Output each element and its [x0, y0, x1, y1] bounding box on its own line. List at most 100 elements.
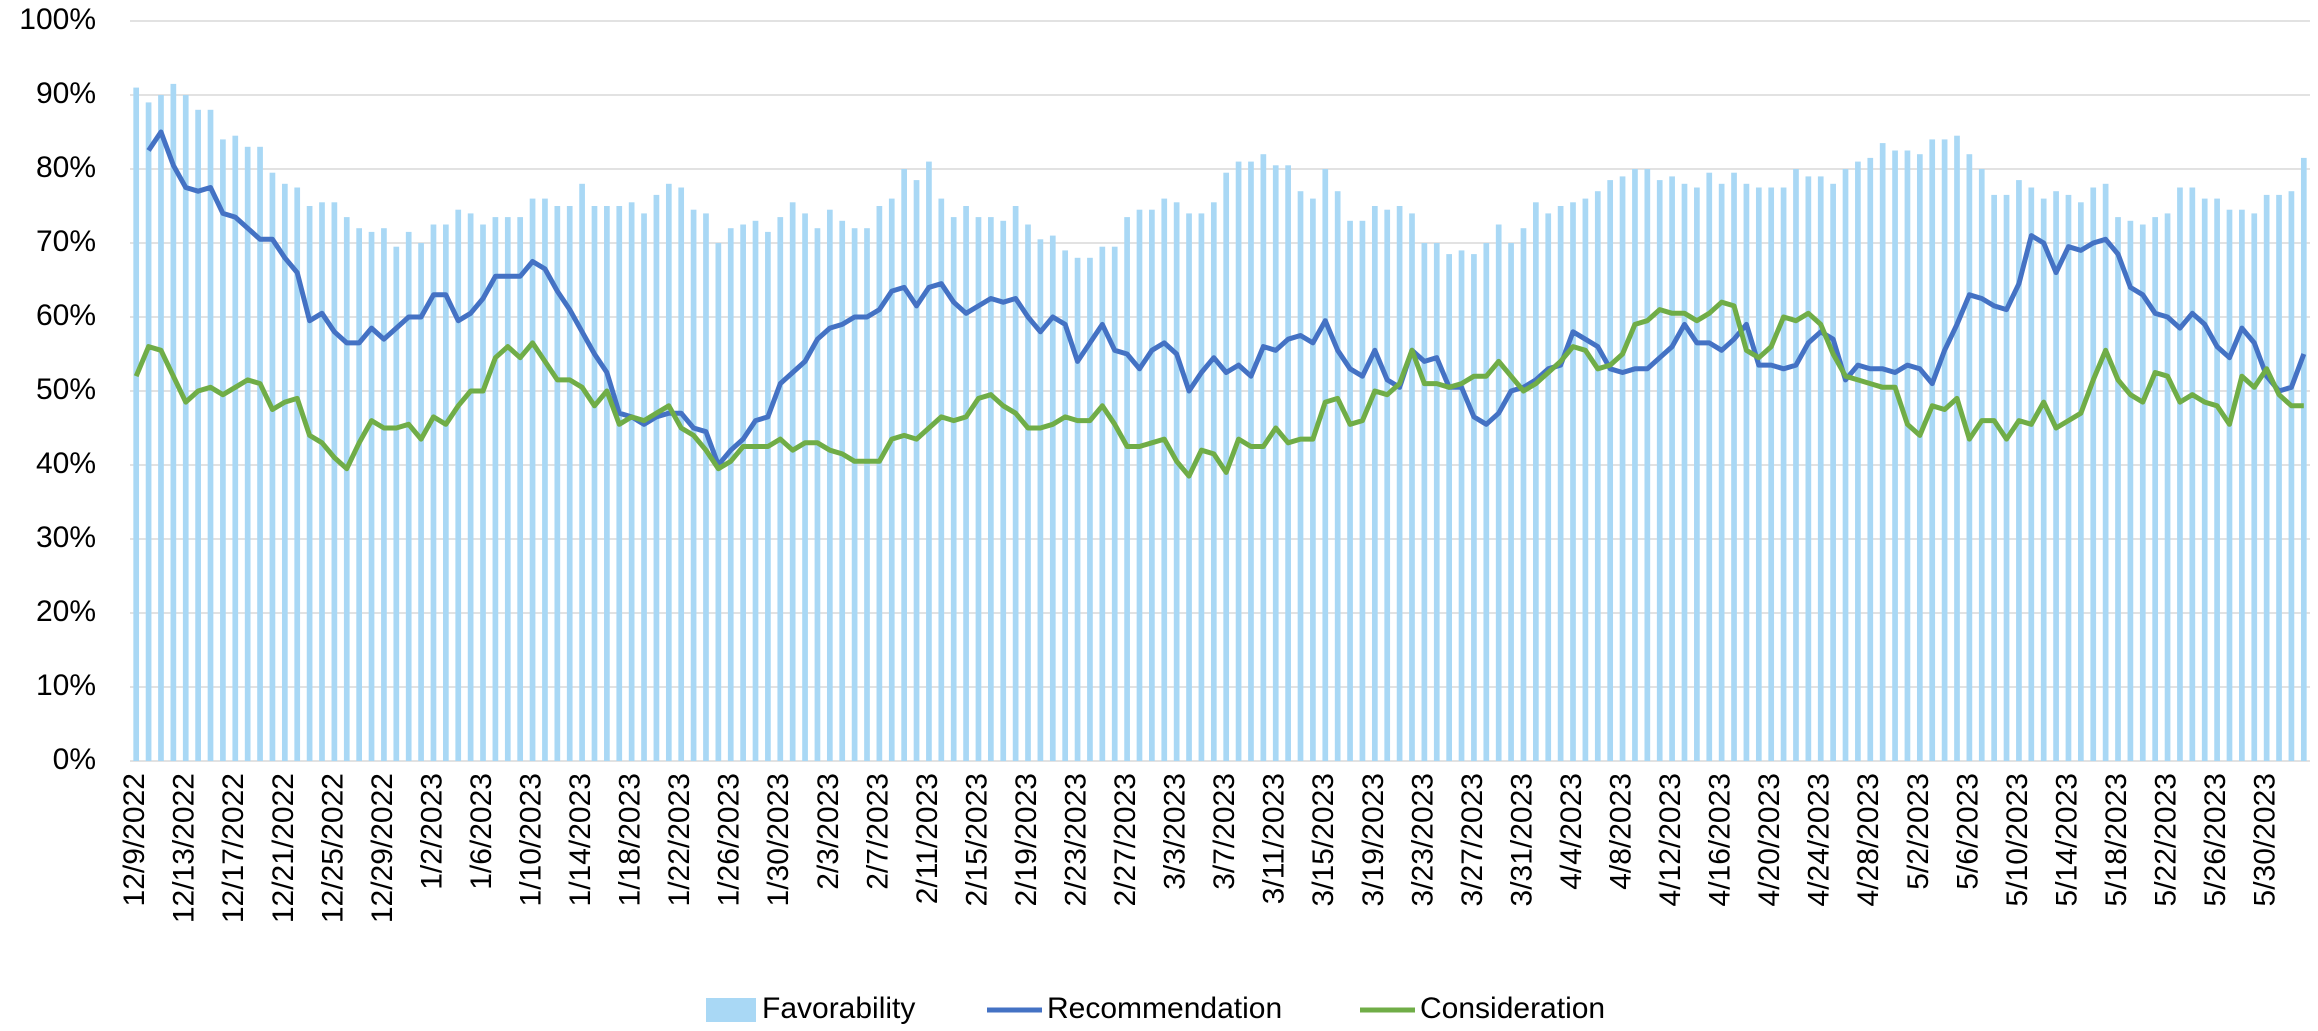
- bar: [975, 217, 982, 762]
- bar: [765, 231, 771, 761]
- bar: [1210, 202, 1217, 762]
- bar: [2288, 191, 2295, 761]
- bar: [1669, 176, 1675, 761]
- x-tick-label: 1/30/2023: [762, 773, 795, 906]
- y-tick-label: 50%: [36, 373, 96, 406]
- bar: [2065, 194, 2072, 761]
- x-tick-label: 1/6/2023: [465, 773, 498, 890]
- bar: [182, 95, 189, 761]
- bar: [653, 194, 660, 761]
- y-tick-label: 100%: [19, 3, 96, 36]
- bar: [641, 213, 647, 761]
- bar: [381, 228, 387, 761]
- bar: [2251, 213, 2258, 761]
- bar: [1706, 172, 1713, 761]
- x-tick-label: 2/23/2023: [1059, 773, 1092, 906]
- bar: [554, 206, 561, 761]
- bar: [566, 206, 573, 761]
- bar: [1272, 165, 1279, 762]
- bar: [1384, 209, 1391, 761]
- x-tick-label: 4/4/2023: [1555, 773, 1588, 890]
- bar: [1198, 213, 1205, 761]
- bar: [1458, 250, 1465, 761]
- x-tick-label: 3/7/2023: [1208, 773, 1241, 890]
- x-tick-label: 4/24/2023: [1803, 773, 1836, 906]
- bar: [133, 87, 140, 762]
- bar: [430, 224, 437, 761]
- x-tick-label: 3/27/2023: [1456, 773, 1489, 906]
- bar: [1334, 191, 1341, 761]
- x-tick-label: 1/18/2023: [614, 773, 647, 906]
- bar: [1062, 250, 1069, 761]
- x-tick-label: 3/3/2023: [1159, 773, 1192, 890]
- line-series: [146, 129, 2307, 468]
- bar: [1471, 254, 1477, 761]
- bar: [281, 183, 288, 762]
- bar: [839, 220, 846, 762]
- x-tick-label: 3/23/2023: [1406, 773, 1439, 906]
- x-tick-label: 12/13/2022: [168, 773, 201, 923]
- bar: [665, 183, 672, 762]
- bar: [1892, 150, 1898, 761]
- x-tick-label: 1/26/2023: [713, 773, 746, 906]
- bar: [950, 217, 957, 762]
- y-tick-label: 60%: [36, 299, 96, 332]
- bar: [1991, 194, 1997, 761]
- bar: [1855, 161, 1861, 762]
- x-tick-label: 4/16/2023: [1704, 773, 1737, 906]
- x-tick-label: 2/27/2023: [1109, 773, 1142, 906]
- bar: [1966, 154, 1973, 761]
- y-tick-label: 10%: [36, 669, 96, 702]
- bar: [1087, 257, 1093, 761]
- x-tick-label: 5/22/2023: [2149, 773, 2182, 906]
- bar: [851, 228, 858, 761]
- bar: [1508, 243, 1514, 761]
- bar: [2214, 198, 2220, 762]
- bar: [2239, 209, 2245, 761]
- bar: [604, 206, 610, 761]
- bar: [1582, 198, 1589, 762]
- bar: [1718, 183, 1725, 762]
- bar: [145, 102, 152, 761]
- bar: [1310, 198, 1316, 762]
- x-tick-label: 3/15/2023: [1307, 773, 1340, 906]
- bar: [703, 213, 709, 761]
- legend-label: Recommendation: [1047, 992, 1282, 1025]
- bar: [1149, 209, 1155, 761]
- bar: [740, 224, 746, 761]
- bar: [269, 172, 276, 761]
- bar: [678, 187, 685, 761]
- bar: [876, 206, 883, 761]
- legend-label: Consideration: [1420, 992, 1605, 1025]
- bar: [1322, 169, 1329, 761]
- bar: [1421, 243, 1428, 761]
- bar: [963, 206, 969, 761]
- bar: [504, 217, 511, 762]
- bar: [1136, 209, 1143, 761]
- bar: [777, 217, 784, 762]
- bar: [1557, 206, 1564, 761]
- bar: [1533, 202, 1539, 762]
- bar: [2016, 180, 2022, 762]
- x-tick-label: 12/29/2022: [366, 773, 399, 923]
- bar: [2078, 202, 2084, 762]
- y-tick-label: 0%: [53, 743, 96, 776]
- bar: [888, 198, 895, 762]
- bar: [1830, 183, 1836, 762]
- y-tick-label: 90%: [36, 77, 96, 110]
- x-tick-label: 3/31/2023: [1505, 773, 1538, 906]
- bar: [1879, 143, 1886, 762]
- x-tick-label: 5/26/2023: [2199, 773, 2232, 906]
- bar: [1248, 161, 1254, 762]
- bar: [232, 135, 239, 761]
- bar: [1049, 235, 1056, 762]
- bar: [418, 243, 424, 761]
- bar: [467, 213, 474, 761]
- bar: [628, 202, 635, 762]
- x-tick-label: 12/9/2022: [118, 773, 151, 906]
- bar: [244, 146, 251, 762]
- bar: [1632, 169, 1638, 761]
- bar: [1359, 220, 1366, 762]
- bar: [2028, 187, 2035, 761]
